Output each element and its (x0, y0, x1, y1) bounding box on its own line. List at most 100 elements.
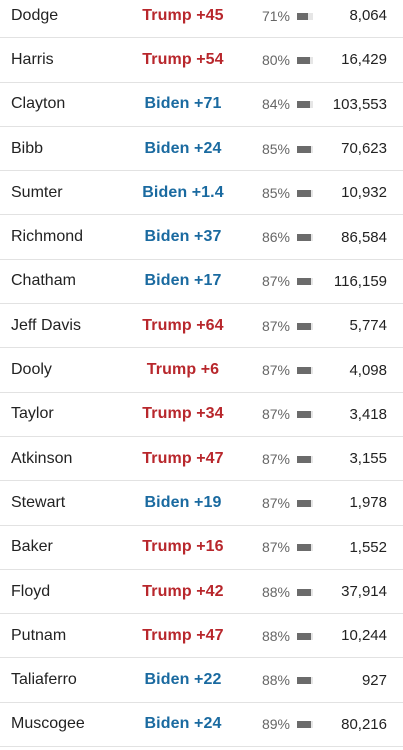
reporting-bar (297, 12, 313, 20)
reporting-percent: 87% (261, 273, 290, 290)
table-row: Jeff Davis Trump +64 87% 5,774 (0, 304, 403, 349)
reporting-percent: 87% (261, 362, 290, 379)
total-votes: 5,774 (349, 317, 387, 335)
reporting-bar-fill (297, 588, 312, 596)
leader-margin: Trump +47 (142, 626, 224, 644)
table-row: Taliaferro Biden +22 88% 927 (0, 658, 403, 703)
leader-margin: Trump +54 (142, 50, 224, 68)
leader-margin: Biden +22 (144, 671, 222, 689)
total-votes: 80,216 (341, 715, 387, 733)
table-row: Stewart Biden +19 87% 1,978 (0, 481, 403, 526)
total-votes: 3,155 (349, 450, 387, 468)
leader-margin: Biden +24 (144, 715, 222, 733)
total-votes: 10,932 (341, 184, 387, 202)
reporting-bar (297, 101, 313, 109)
reporting-bar (297, 56, 313, 64)
table-row: Harris Trump +54 80% 16,429 (0, 38, 403, 83)
table-row: Atkinson Trump +47 87% 3,155 (0, 437, 403, 482)
reporting-bar-fill (297, 322, 311, 330)
leader-margin: Trump +42 (142, 582, 224, 600)
reporting-percent: 87% (261, 317, 290, 334)
reporting-bar-fill (297, 56, 310, 64)
reporting-bar (297, 278, 313, 286)
reporting-bar-fill (297, 499, 311, 507)
leader-margin: Biden +17 (144, 272, 222, 290)
county-name: Harris (11, 50, 54, 68)
reporting-percent: 88% (261, 583, 290, 600)
county-name: Taliaferro (11, 671, 77, 689)
leader-margin: Trump +16 (142, 538, 224, 556)
reporting-bar-fill (297, 677, 312, 685)
reporting-bar (297, 234, 313, 242)
county-name: Taylor (11, 405, 54, 423)
leader-margin: Biden +1.4 (142, 183, 224, 201)
reporting-percent: 88% (261, 627, 290, 644)
total-votes: 10,244 (341, 627, 387, 645)
county-name: Chatham (11, 272, 76, 290)
reporting-bar-fill (297, 12, 309, 20)
reporting-bar (297, 721, 313, 729)
county-name: Bibb (11, 139, 44, 157)
leader-margin: Biden +37 (144, 228, 222, 246)
table-row: Putnam Trump +47 88% 10,244 (0, 614, 403, 659)
total-votes: 1,978 (349, 494, 387, 512)
reporting-bar (297, 499, 313, 507)
table-row: Richmond Biden +37 86% 86,584 (0, 215, 403, 260)
reporting-percent: 87% (261, 406, 290, 423)
total-votes: 4,098 (349, 361, 387, 379)
total-votes: 3,418 (349, 405, 387, 423)
total-votes: 116,159 (333, 272, 387, 290)
reporting-bar-fill (297, 101, 311, 109)
reporting-bar (297, 322, 313, 330)
leader-margin: Trump +6 (146, 361, 220, 379)
reporting-bar (297, 411, 313, 419)
county-name: Atkinson (11, 449, 73, 467)
table-row: Bibb Biden +24 85% 70,623 (0, 127, 403, 172)
reporting-bar-fill (297, 721, 312, 729)
leader-margin: Trump +45 (142, 6, 224, 24)
reporting-percent: 86% (261, 229, 290, 246)
reporting-percent: 88% (261, 672, 290, 689)
leader-margin: Biden +71 (144, 95, 222, 113)
county-name: Sumter (11, 183, 63, 201)
reporting-bar-fill (297, 455, 311, 463)
table-row: Dodge Trump +45 71% 8,064 (0, 0, 403, 39)
reporting-percent: 71% (261, 7, 290, 24)
county-name: Muscogee (11, 715, 85, 733)
reporting-bar (297, 544, 313, 552)
county-name: Richmond (11, 228, 84, 246)
table-row: Muscogee Biden +24 89% 80,216 (0, 703, 403, 748)
reporting-percent: 87% (261, 494, 290, 511)
table-row: Clayton Biden +71 84% 103,553 (0, 83, 403, 127)
table-row: Baker Trump +16 87% 1,552 (0, 526, 403, 570)
reporting-percent: 89% (261, 716, 290, 733)
leader-margin: Trump +64 (142, 316, 224, 334)
county-name: Putnam (11, 626, 67, 644)
table-row: Chatham Biden +17 87% 116,159 (0, 260, 403, 305)
leader-margin: Trump +47 (142, 449, 224, 467)
reporting-bar (297, 145, 313, 153)
leader-margin: Biden +19 (144, 493, 222, 511)
leader-margin: Biden +24 (144, 139, 222, 157)
reporting-bar-fill (297, 632, 312, 640)
reporting-percent: 84% (261, 96, 290, 113)
reporting-bar-fill (297, 278, 311, 286)
reporting-bar (297, 677, 313, 685)
table-row: Sumter Biden +1.4 85% 10,932 (0, 171, 403, 216)
reporting-bar (297, 588, 313, 596)
reporting-bar (297, 189, 313, 197)
reporting-bar-fill (297, 367, 311, 375)
reporting-percent: 87% (261, 450, 290, 467)
reporting-percent: 85% (261, 140, 290, 157)
county-name: Clayton (11, 95, 66, 113)
reporting-bar-fill (297, 411, 311, 419)
reporting-percent: 85% (261, 184, 290, 201)
county-name: Jeff Davis (11, 316, 81, 334)
total-votes: 927 (361, 671, 387, 689)
county-name: Dodge (11, 6, 59, 24)
reporting-bar (297, 632, 313, 640)
table-row: Taylor Trump +34 87% 3,418 (0, 393, 403, 437)
county-name: Stewart (11, 493, 66, 511)
table-row: Dooly Trump +6 87% 4,098 (0, 348, 403, 393)
